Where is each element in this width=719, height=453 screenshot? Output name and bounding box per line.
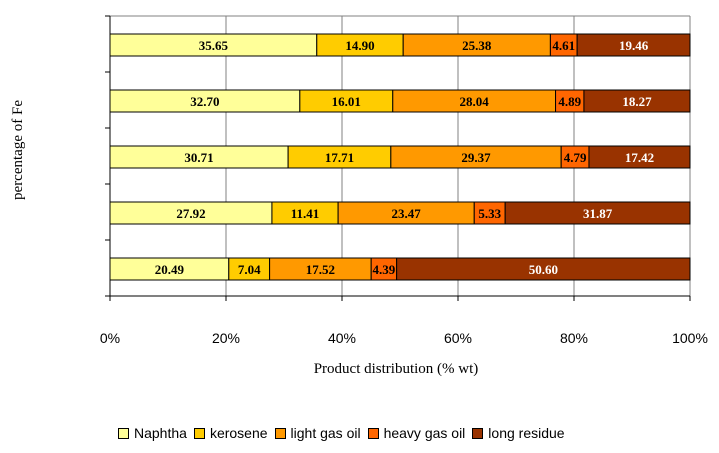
data-label-kerosene: 17.71 bbox=[325, 150, 354, 165]
legend-label: kerosene bbox=[209, 425, 268, 441]
x-tick-label: 0% bbox=[100, 330, 120, 346]
data-label-heavy-gas-oil: 4.79 bbox=[564, 150, 587, 165]
legend-label: light gas oil bbox=[290, 425, 361, 441]
legend-swatch bbox=[367, 427, 379, 439]
bar-segment-long-residue bbox=[583, 89, 691, 113]
x-tick-labels: 0% 20% 40% 60% 80% 100% bbox=[100, 330, 708, 346]
x-tick-label: 60% bbox=[444, 330, 472, 346]
x-tick-label: 80% bbox=[560, 330, 588, 346]
data-label-light-gas-oil: 23.47 bbox=[392, 206, 422, 221]
data-label-heavy-gas-oil: 4.61 bbox=[552, 38, 575, 53]
data-label-long-residue: 19.46 bbox=[619, 38, 649, 53]
x-tick-label: 40% bbox=[328, 330, 356, 346]
data-label-naphtha: 27.92 bbox=[176, 206, 205, 221]
bar-segment-long-residue bbox=[504, 201, 691, 225]
x-tick-label: 100% bbox=[672, 330, 708, 346]
legend-swatch bbox=[193, 427, 205, 439]
bar-segment-long-residue bbox=[576, 33, 691, 57]
data-label-light-gas-oil: 29.37 bbox=[461, 150, 491, 165]
data-label-naphtha: 32.70 bbox=[190, 94, 219, 109]
legend-label: heavy gas oil bbox=[383, 425, 466, 441]
x-tick-label: 20% bbox=[212, 330, 240, 346]
legend-item-heavy-gas-oil: heavy gas oil bbox=[367, 425, 466, 441]
data-label-light-gas-oil: 28.04 bbox=[460, 94, 490, 109]
data-label-long-residue: 17.42 bbox=[625, 150, 654, 165]
legend-item-long-residue: long residue bbox=[472, 425, 565, 441]
bar-segment-long-residue bbox=[396, 257, 691, 281]
axes bbox=[105, 15, 691, 301]
data-label-long-residue: 31.87 bbox=[583, 206, 613, 221]
bar-segment-long-residue bbox=[588, 145, 691, 169]
legend-label: long residue bbox=[488, 425, 565, 441]
data-label-kerosene: 7.04 bbox=[238, 262, 261, 277]
data-label-kerosene: 11.41 bbox=[291, 206, 320, 221]
data-label-naphtha: 30.71 bbox=[184, 150, 213, 165]
data-label-kerosene: 16.01 bbox=[332, 94, 361, 109]
legend-item-light-gas-oil: light gas oil bbox=[274, 425, 361, 441]
data-label-heavy-gas-oil: 4.89 bbox=[558, 94, 581, 109]
data-label-naphtha: 35.65 bbox=[199, 38, 229, 53]
data-label-light-gas-oil: 17.52 bbox=[306, 262, 335, 277]
data-label-kerosene: 14.90 bbox=[345, 38, 374, 53]
legend-item-naphtha: Naphtha bbox=[118, 425, 187, 441]
x-axis-title: Product distribution (% wt) bbox=[314, 361, 479, 377]
legend-swatch bbox=[118, 427, 129, 439]
legend-swatch bbox=[274, 427, 286, 439]
legend-item-kerosene: kerosene bbox=[193, 425, 268, 441]
legend-label: Naphtha bbox=[134, 425, 187, 441]
bars: 35.65 14.90 25.38 4.61 19.46 32.70 16.01 28.04 4… bbox=[109, 33, 691, 281]
data-label-long-residue: 50.60 bbox=[529, 262, 558, 277]
data-label-light-gas-oil: 25.38 bbox=[462, 38, 492, 53]
data-label-long-residue: 18.27 bbox=[622, 94, 652, 109]
data-label-heavy-gas-oil: 5.33 bbox=[478, 206, 501, 221]
y-axis-title: percentage of Fe bbox=[10, 100, 26, 200]
legend: Naphtha kerosene light gas oil heavy gas oi… bbox=[118, 425, 572, 441]
data-label-heavy-gas-oil: 4.39 bbox=[373, 262, 396, 277]
data-label-naphtha: 20.49 bbox=[155, 262, 185, 277]
legend-swatch bbox=[472, 427, 484, 439]
